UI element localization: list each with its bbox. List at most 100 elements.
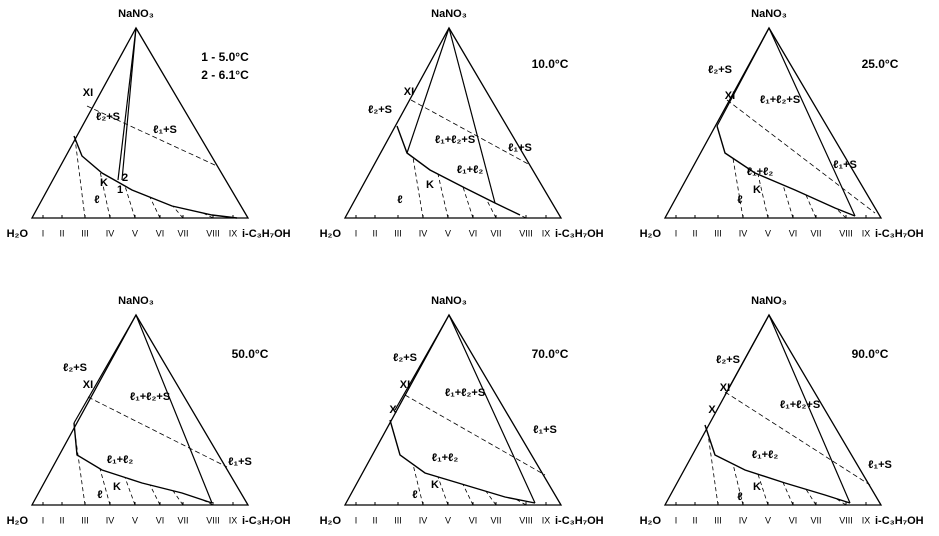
triangle	[663, 313, 883, 506]
region-label: K	[100, 177, 108, 189]
section-label: VII	[177, 515, 188, 525]
section-label: VI	[469, 228, 478, 238]
region-label: K	[113, 481, 121, 493]
region-label: ℓ₂+S	[63, 362, 87, 374]
section-label: V	[765, 515, 771, 525]
boundary-dash	[404, 394, 546, 476]
region-label: ℓ₁+ℓ₂+S	[780, 399, 820, 411]
tie-line	[124, 477, 136, 506]
tie-line	[124, 185, 136, 219]
binodal-curve	[396, 125, 521, 216]
vertex-left: H₂O	[640, 515, 662, 527]
region-label: K	[753, 481, 761, 493]
triangle	[30, 26, 250, 219]
section-label: VIII	[519, 515, 533, 525]
section-label: V	[765, 228, 771, 238]
section-label: II	[372, 228, 377, 238]
section-label: IX	[862, 228, 871, 238]
tie-line	[99, 468, 111, 506]
binodal-curve	[73, 135, 238, 219]
section-label: IX	[229, 515, 238, 525]
region-label: X	[708, 404, 716, 416]
tie-line	[99, 171, 111, 219]
tie-line	[412, 157, 424, 219]
vertex-top: NaNO₃	[118, 295, 154, 307]
vertex-left: H₂O	[320, 228, 342, 240]
section-label: III	[81, 228, 89, 238]
region-label: K	[431, 479, 439, 491]
tie-triangle-line	[135, 314, 213, 504]
section-label: VI	[156, 228, 165, 238]
section-label: III	[394, 228, 402, 238]
vertex-left: H₂O	[7, 515, 29, 527]
section-label: III	[81, 515, 89, 525]
temperature: 1 - 5.0°C	[201, 50, 249, 64]
tie-line	[437, 476, 449, 506]
region-label: ℓ₁+ℓ₂	[457, 164, 484, 176]
tie-line	[74, 138, 86, 219]
section-label: III	[714, 228, 722, 238]
tie-line	[485, 491, 497, 506]
vertex-right: i-C₃H₇OH	[555, 228, 604, 240]
section-label: II	[59, 515, 64, 525]
region-label: ℓ₁+S	[868, 459, 892, 471]
region-label: ℓ₁+S	[508, 142, 532, 154]
section-label: VII	[810, 515, 821, 525]
section-label: V	[132, 515, 138, 525]
temperature: 50.0°C	[232, 347, 269, 361]
tie-line	[172, 490, 184, 506]
tie-line	[782, 184, 794, 219]
section-label: II	[372, 515, 377, 525]
tie-line	[782, 482, 794, 506]
section-label: V	[132, 228, 138, 238]
section-label: IV	[739, 228, 748, 238]
temperature: 10.0°C	[532, 57, 569, 71]
section-label: I	[675, 228, 678, 238]
vertex-top: NaNO₃	[751, 8, 787, 20]
region-label: ℓ₂+S	[393, 352, 417, 364]
region-label: ℓ₁+ℓ₂	[432, 452, 459, 464]
vertex-right: i-C₃H₇OH	[242, 515, 291, 527]
region-label: ℓ₂+S	[708, 64, 732, 76]
vertex-top: NaNO₃	[751, 295, 787, 307]
tie-triangle-line	[394, 314, 450, 411]
section-label: V	[445, 515, 451, 525]
section-label: IV	[106, 228, 115, 238]
tie-line	[437, 174, 449, 219]
triangle	[343, 313, 563, 506]
section-label: VIII	[206, 515, 220, 525]
temperature: 25.0°C	[862, 57, 899, 71]
tie-triangle-line	[448, 314, 536, 504]
region-label: ℓ₁+ℓ₂+S	[130, 391, 170, 403]
boundary-dash	[724, 391, 871, 486]
region-label: ℓ₁+ℓ₂	[747, 166, 774, 178]
section-label: IV	[419, 515, 428, 525]
binodal-curve	[704, 424, 851, 504]
region-label: K	[426, 179, 434, 191]
tie-triangle-line	[768, 27, 856, 217]
tie-line	[485, 198, 497, 219]
vertex-right: i-C₃H₇OH	[875, 515, 924, 527]
section-label: IX	[542, 228, 551, 238]
region-label: XI	[83, 379, 93, 391]
region-label: ℓ₁+S	[533, 424, 557, 436]
section-label: III	[714, 515, 722, 525]
tie-line	[835, 208, 847, 219]
vertex-right: i-C₃H₇OH	[875, 228, 924, 240]
section-label: VIII	[839, 228, 853, 238]
section-label: IV	[419, 228, 428, 238]
tie-line	[757, 174, 769, 219]
section-label: VII	[490, 228, 501, 238]
section-label: II	[692, 228, 697, 238]
region-label: ℓ₂+S	[96, 111, 120, 123]
section-label: I	[355, 228, 358, 238]
triangle	[30, 313, 250, 506]
section-label: I	[42, 228, 45, 238]
binodal-curve	[716, 125, 856, 217]
boundary-dash	[87, 396, 228, 468]
region-label: ℓ	[94, 194, 99, 206]
tie-triangle-line	[448, 27, 496, 204]
region-label: ℓ₁+ℓ₂+S	[760, 94, 800, 106]
